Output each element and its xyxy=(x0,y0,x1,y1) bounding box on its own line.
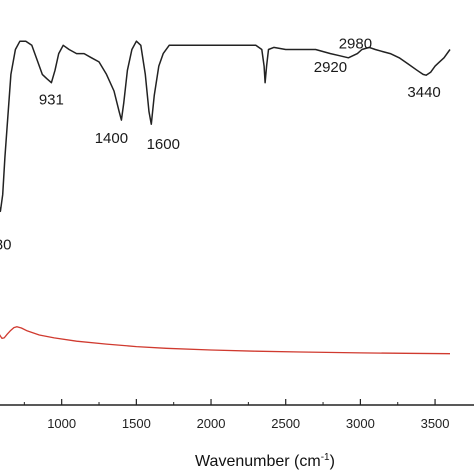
x-tick-label: 2500 xyxy=(271,416,300,431)
peak-label: 931 xyxy=(39,92,64,109)
spectrum-line-2 xyxy=(0,326,451,355)
series-layer xyxy=(0,40,451,355)
x-tick-label: 3000 xyxy=(346,416,375,431)
annotation-layer: 580 931 1400 1600 2920 2980 3440 xyxy=(0,36,441,254)
peak-label: 1400 xyxy=(95,130,128,147)
peak-label: 2980 xyxy=(339,36,372,53)
x-tick-label: 1500 xyxy=(122,416,151,431)
x-tick-label: 2000 xyxy=(197,416,226,431)
x-tick-label: 1000 xyxy=(47,416,76,431)
x-tick-label: 3500 xyxy=(421,416,450,431)
peak-label: 580 xyxy=(0,236,11,253)
spectrum-line-1 xyxy=(0,40,451,213)
peak-label: 2920 xyxy=(314,59,347,76)
x-axis-title: Wavenumber (cm-1) xyxy=(195,452,335,470)
tick-layer: 500100015002000250030003500 xyxy=(23,399,450,431)
peak-label: 1600 xyxy=(147,136,180,153)
peak-label: 3440 xyxy=(407,84,440,101)
